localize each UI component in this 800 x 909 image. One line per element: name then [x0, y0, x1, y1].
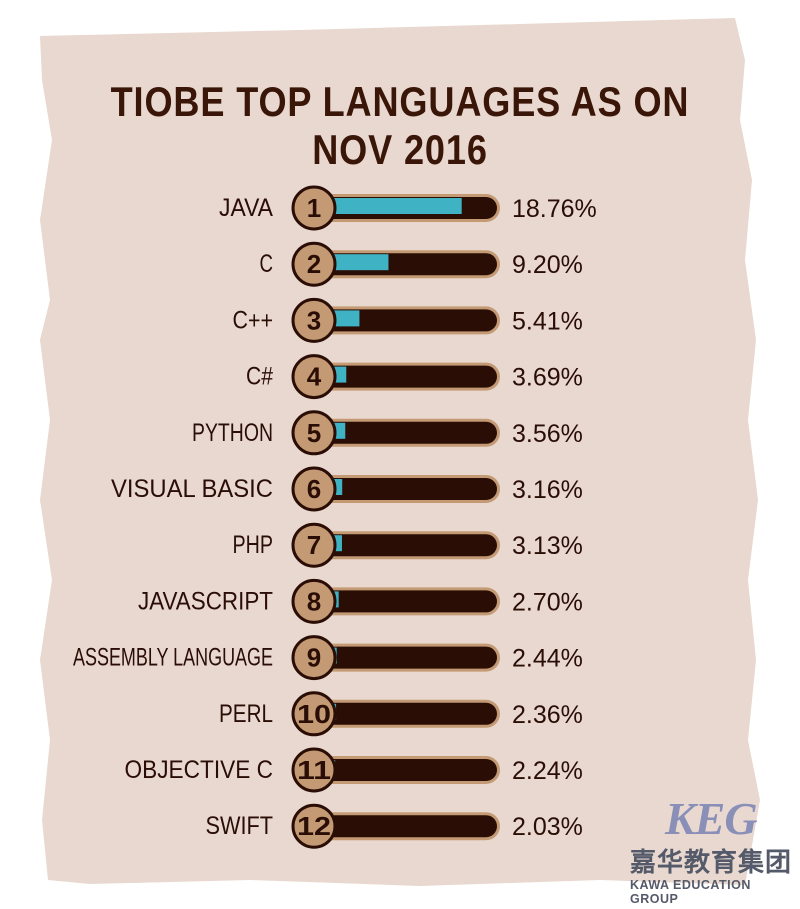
language-label: ASSEMBLY LANGUAGE	[73, 644, 273, 672]
value-label: 2.70%	[512, 588, 583, 616]
language-label: VISUAL BASIC	[111, 475, 273, 503]
rank-number: 2	[307, 249, 321, 279]
bar-track	[301, 759, 497, 781]
rank-badge	[291, 185, 337, 231]
value-label: 2.36%	[512, 701, 583, 729]
language-label: SWIFT	[206, 812, 274, 840]
value-label: 3.16%	[512, 476, 583, 504]
language-label: C	[260, 250, 274, 278]
language-label: PERL	[219, 700, 273, 728]
rank-number: 10	[297, 699, 331, 729]
language-label: PHP	[233, 531, 274, 559]
value-label: 2.44%	[512, 645, 583, 673]
value-label: 3.13%	[512, 532, 583, 560]
bar-track	[301, 421, 497, 444]
logo-mark: KEG	[665, 793, 758, 844]
bar-track	[301, 534, 497, 557]
chart-row-9: ASSEMBLY LANGUAGE 9 2.44%	[73, 635, 583, 681]
rank-badge	[291, 466, 337, 512]
rank-badge	[291, 297, 337, 343]
value-label: 2.24%	[512, 757, 583, 785]
logo-chinese-name: 嘉华教育集团	[630, 848, 793, 878]
language-label: JAVA	[219, 194, 273, 222]
logo-english-name: KAWA EDUCATION GROUP	[630, 878, 751, 906]
value-label: 2.03%	[512, 813, 583, 841]
rank-number: 8	[307, 586, 321, 616]
chart-row-7: PHP 7 3.13%	[233, 522, 583, 568]
value-label: 5.41%	[512, 307, 583, 335]
rank-badge	[291, 354, 337, 400]
rank-badge	[291, 522, 337, 568]
rank-badge	[291, 241, 337, 287]
chart-row-5: PYTHON 5 3.56%	[192, 410, 583, 456]
language-label: JAVASCRIPT	[138, 587, 273, 615]
chart-row-2: C 2 9.20%	[260, 241, 583, 287]
parchment-shape	[40, 18, 760, 886]
rank-number: 4	[307, 362, 322, 392]
chart-row-6: VISUAL BASIC 6 3.16%	[111, 466, 583, 512]
language-label: C#	[246, 363, 273, 391]
rank-badge	[291, 803, 337, 849]
rank-number: 3	[307, 305, 321, 335]
rank-badge	[291, 747, 337, 793]
language-label: C++	[233, 306, 274, 334]
chart-row-8: JAVASCRIPT 8 2.70%	[138, 578, 583, 624]
bar-track	[301, 646, 497, 669]
bar-track	[301, 478, 497, 500]
chart-row-10: PERL 10 2.36%	[219, 691, 583, 737]
rank-badge	[291, 410, 337, 456]
rank-badge	[291, 635, 337, 681]
rank-badge	[291, 578, 337, 624]
language-label: OBJECTIVE C	[125, 756, 274, 784]
chart-row-3: C++ 3 5.41%	[233, 297, 583, 343]
value-label: 9.20%	[512, 251, 583, 279]
rank-number: 6	[307, 474, 321, 504]
bar-track	[301, 365, 497, 388]
chart-row-1: JAVA 1 18.76%	[219, 185, 597, 231]
language-label: PYTHON	[192, 419, 273, 447]
rank-number: 11	[297, 755, 331, 785]
chart-title: TIOBE TOP LANGUAGES AS ON NOV 2016	[110, 78, 690, 173]
chart-row-4: C# 4 3.69%	[246, 354, 583, 400]
chart-row-11: OBJECTIVE C 11 2.24%	[125, 747, 583, 793]
rank-number: 5	[307, 418, 321, 448]
rank-number: 9	[307, 643, 321, 673]
rank-number: 1	[307, 193, 321, 223]
value-label: 18.76%	[512, 195, 597, 223]
logo: KEG 嘉华教育集团 KAWA EDUCATION GROUP	[600, 792, 800, 906]
rank-number: 12	[297, 811, 331, 841]
bar-track	[301, 590, 497, 613]
bar-fill	[318, 198, 462, 214]
value-label: 3.56%	[512, 420, 583, 448]
rank-badge	[291, 691, 337, 737]
chart-row-12: SWIFT 12 2.03%	[206, 803, 583, 849]
bar-track	[301, 702, 497, 725]
value-label: 3.69%	[512, 364, 583, 392]
rank-number: 7	[307, 530, 321, 560]
bar-track	[301, 815, 497, 838]
